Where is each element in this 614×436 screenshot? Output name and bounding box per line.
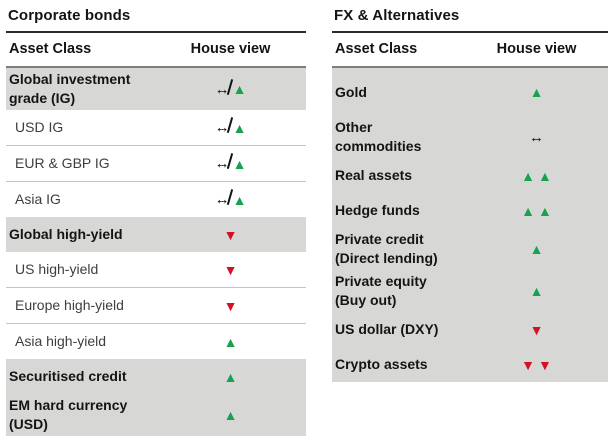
house-view-cell: ▲ [489, 284, 584, 298]
up-triangle-icon: ▲ [223, 407, 238, 423]
down-triangle-icon: ▼ [223, 226, 238, 243]
asset-class-label: Real assets [335, 167, 413, 183]
up-triangle-icon: ▲ [521, 167, 535, 184]
asset-class-label: Crypto assets [335, 356, 428, 372]
table-row: Asia IG ↔ ▲ [6, 181, 306, 217]
header-rule [332, 66, 608, 68]
column-header-house-view: House view [496, 41, 577, 57]
title-rule [332, 31, 608, 33]
asset-class-label: Private credit (Direct lending) [335, 231, 438, 266]
down-triangle-icon: ▼ [223, 297, 238, 314]
neutral-arrow-icon: ↔ [529, 128, 544, 146]
house-view-cell: ▲ ▲ [489, 169, 584, 183]
down-triangle-icon: ▼ [223, 261, 238, 278]
down-triangle-icon: ▼ [521, 356, 535, 373]
asset-class-label: Securitised credit [9, 368, 127, 384]
asset-class-label: Global high-yield [9, 226, 123, 242]
up-triangle-icon: ▲ [529, 84, 544, 100]
house-view-cell: ▲ [489, 242, 584, 256]
asset-class-label: Asia high-yield [15, 333, 107, 349]
struck-neutral-arrow-icon: ↔ [214, 191, 230, 208]
column-header-house-view: House view [190, 41, 271, 57]
house-view-cell: ▲ [183, 370, 278, 384]
table-row: Securitised credit ▲ [6, 359, 306, 394]
up-triangle-icon: ▲ [232, 191, 247, 208]
table-row: Gold ▲ [332, 68, 608, 116]
struck-neutral-arrow-icon: ↔ [214, 119, 230, 136]
table-title: Corporate bonds [8, 7, 131, 24]
asset-class-label: EM hard currency (USD) [9, 397, 128, 432]
asset-class-label: US high-yield [15, 261, 99, 277]
house-view-cell: ↔ ▲ [183, 192, 278, 207]
house-view-cell: ↔ [489, 130, 584, 145]
header-rule [6, 66, 306, 68]
up-triangle-icon: ▲ [529, 241, 544, 257]
table-row: Other commodities ↔ [332, 116, 608, 158]
table-row: USD IG ↔ ▲ [6, 110, 306, 145]
struck-neutral-arrow-icon: ↔ [214, 155, 230, 172]
house-view-cell: ▼ [183, 263, 278, 277]
house-view-cell: ↔ ▲ [183, 156, 278, 171]
table-row: Real assets ▲ ▲ [332, 158, 608, 193]
table-body: Global investment grade (IG) ↔ ▲ USD IG ↔ ▲ EU… [6, 68, 306, 436]
title-rule [6, 31, 306, 33]
table-row: EUR & GBP IG ↔ ▲ [6, 145, 306, 181]
house-view-cell: ▼ [489, 323, 584, 337]
up-triangle-icon: ▲ [232, 155, 247, 172]
table-header-row: Asset Class House view [6, 33, 306, 66]
asset-class-label: Other commodities [335, 119, 422, 154]
table-row: Private credit (Direct lending) ▲ [332, 228, 608, 270]
house-view-cell: ▲ [183, 408, 278, 422]
asset-class-label: Gold [335, 83, 367, 100]
house-view-cell: ↔ ▲ [183, 120, 278, 135]
asset-class-label: Hedge funds [335, 202, 420, 218]
up-triangle-icon: ▲ [529, 283, 544, 299]
up-triangle-icon: ▲ [223, 368, 238, 385]
table-row: Global investment grade (IG) ↔ ▲ [6, 68, 306, 110]
table-row: EM hard currency (USD) ▲ [6, 394, 306, 436]
table-header-row: Asset Class House view [332, 33, 608, 66]
house-view-cell: ↔ ▲ [183, 82, 278, 97]
table-row: Hedge funds ▲ ▲ [332, 193, 608, 228]
struck-neutral-arrow-icon: ↔ [214, 80, 230, 98]
down-triangle-icon: ▼ [529, 321, 544, 338]
up-triangle-icon: ▲ [232, 81, 247, 97]
table-fx-and-alternatives: FX & Alternatives Asset Class House view… [332, 5, 608, 382]
table-row: US dollar (DXY) ▼ [332, 312, 608, 347]
up-triangle-icon: ▲ [538, 202, 552, 219]
house-view-cell: ▲ ▲ [489, 204, 584, 218]
column-header-asset-class: Asset Class [335, 41, 418, 57]
up-triangle-icon: ▲ [521, 202, 535, 219]
table-body: Gold ▲ Other commodities ↔ Real assets ▲ ▲ Hedg… [332, 68, 608, 382]
house-view-cell: ▼ [183, 228, 278, 242]
up-triangle-icon: ▲ [223, 333, 238, 350]
asset-class-label: US dollar (DXY) [335, 321, 439, 337]
table-title: FX & Alternatives [334, 7, 460, 24]
table-corporate-bonds: Corporate bonds Asset Class House view G… [6, 5, 306, 436]
asset-class-label: USD IG [15, 119, 64, 135]
table-row: Private equity (Buy out) ▲ [332, 270, 608, 312]
up-triangle-icon: ▲ [232, 119, 247, 136]
column-header-asset-class: Asset Class [9, 41, 92, 57]
asset-class-label: Global investment grade (IG) [9, 71, 131, 106]
table-row: US high-yield ▼ [6, 252, 306, 287]
table-row: Crypto assets ▼ ▼ [332, 347, 608, 382]
up-triangle-icon: ▲ [538, 167, 552, 184]
asset-class-label: Europe high-yield [15, 297, 124, 313]
house-view-cell: ▲ [183, 335, 278, 349]
asset-class-label: EUR & GBP IG [15, 155, 110, 171]
house-view-cell: ▼ ▼ [489, 358, 584, 372]
table-row: Asia high-yield ▲ [6, 323, 306, 359]
house-view-cell: ▲ [489, 85, 584, 99]
asset-class-label: Asia IG [15, 191, 61, 207]
asset-class-label: Private equity (Buy out) [335, 273, 427, 308]
down-triangle-icon: ▼ [538, 356, 552, 373]
house-view-cell: ▼ [183, 299, 278, 313]
table-row: Global high-yield ▼ [6, 217, 306, 252]
table-row: Europe high-yield ▼ [6, 287, 306, 323]
